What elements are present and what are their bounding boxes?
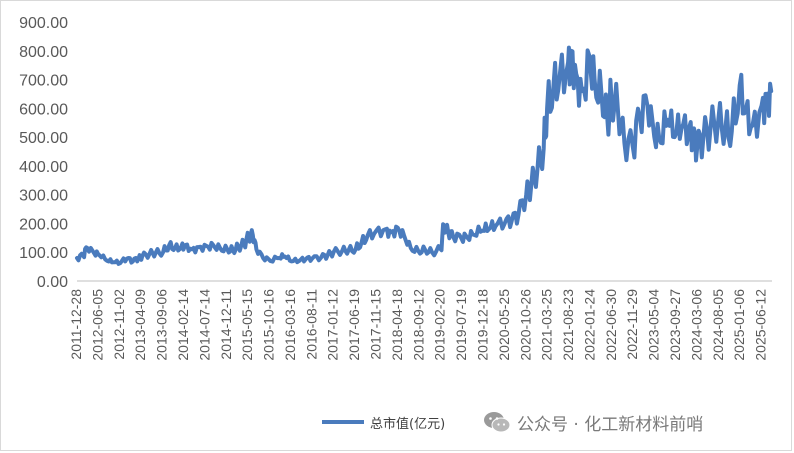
x-tick-label: 2017-01-12	[325, 289, 341, 361]
x-tick-label: 2020-10-26	[517, 289, 533, 361]
x-tick-label: 2019-07-19	[453, 289, 469, 361]
y-tick-label: 500.00	[19, 130, 68, 147]
x-tick-label: 2025-01-06	[731, 289, 747, 361]
x-tick-label: 2017-06-19	[346, 289, 362, 361]
x-tick-label: 2014-07-14	[196, 289, 212, 361]
x-tick-label: 2011-12-28	[68, 289, 84, 360]
x-tick-label: 2012-11-02	[111, 289, 127, 360]
x-tick-label: 2016-03-16	[282, 289, 298, 361]
x-tick-label: 2023-05-04	[646, 289, 662, 361]
x-tick-label: 2018-09-12	[410, 289, 426, 361]
x-tick-label: 2022-11-29	[624, 289, 640, 360]
legend-swatch	[322, 420, 364, 424]
x-tick-label: 2012-06-05	[89, 289, 105, 361]
x-tick-label: 2017-11-15	[368, 289, 384, 360]
series-layer	[75, 45, 774, 266]
legend: 总市值(亿元)	[322, 411, 445, 433]
x-tick-label: 2015-10-16	[261, 289, 277, 361]
x-tick-label: 2019-12-18	[475, 289, 491, 361]
legend-label: 总市值(亿元)	[370, 416, 446, 432]
x-tick-label: 2014-02-14	[175, 289, 191, 361]
x-tick-label: 2018-04-18	[389, 289, 405, 361]
y-tick-label: 400.00	[19, 159, 68, 176]
x-tick-label: 2023-09-27	[667, 289, 683, 361]
x-tick-label: 2022-06-30	[603, 289, 619, 361]
watermark: 公众号 · 化工新材料前哨	[483, 409, 703, 435]
y-tick-label: 700.00	[19, 73, 68, 90]
x-tick-label: 2020-05-25	[496, 289, 512, 361]
y-tick-label: 600.00	[19, 101, 68, 118]
y-tick-label: 200.00	[19, 216, 68, 233]
x-tick-label: 2022-01-24	[581, 289, 597, 361]
x-axis: 2011-12-28 2012-06-05 2012-11-02 2013-04-09…	[68, 280, 772, 361]
x-tick-label: 2019-02-20	[432, 289, 448, 361]
y-axis: 0.00 100.00 200.00 300.00 400.00 500.00 600.00…	[19, 15, 68, 291]
wechat-icon	[484, 412, 511, 433]
x-tick-label: 2013-09-06	[154, 289, 170, 361]
y-tick-label: 100.00	[19, 245, 68, 262]
y-tick-label: 800.00	[19, 44, 68, 61]
watermark-text: 公众号 · 化工新材料前哨	[517, 414, 704, 435]
x-tick-label: 2024-08-05	[710, 289, 726, 361]
y-tick-label: 0.00	[37, 274, 68, 291]
x-tick-label: 2013-04-09	[132, 289, 148, 361]
y-tick-label: 300.00	[19, 188, 68, 205]
x-tick-label: 2016-08-11	[303, 289, 319, 360]
y-tick-label: 900.00	[19, 15, 68, 32]
x-tick-label: 2024-03-06	[688, 289, 704, 361]
x-tick-label: 2014-12-11	[218, 289, 234, 360]
x-tick-label: 2015-05-15	[239, 289, 255, 361]
x-tick-label: 2021-08-23	[560, 289, 576, 361]
series-line	[75, 45, 774, 266]
x-tick-label: 2021-03-25	[539, 289, 555, 361]
x-tick-label: 2025-06-12	[753, 289, 769, 361]
